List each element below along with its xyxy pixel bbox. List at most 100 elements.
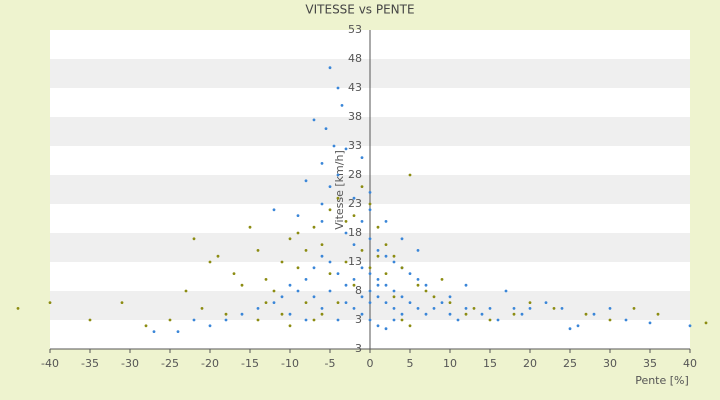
point bbox=[368, 237, 372, 241]
point bbox=[392, 254, 396, 258]
point bbox=[400, 318, 404, 322]
point bbox=[336, 318, 340, 322]
y-tick-label: 23 bbox=[348, 197, 362, 210]
point bbox=[328, 272, 332, 275]
point bbox=[416, 278, 420, 281]
point bbox=[336, 173, 340, 177]
point bbox=[376, 324, 380, 328]
x-tick-label: -25 bbox=[161, 357, 179, 370]
point bbox=[608, 318, 612, 322]
x-tick-label: 15 bbox=[483, 357, 497, 370]
x-tick-label: -40 bbox=[41, 357, 59, 370]
point bbox=[312, 318, 316, 322]
y-tick-label: 48 bbox=[348, 52, 362, 65]
point bbox=[320, 220, 324, 223]
point bbox=[296, 266, 300, 270]
point bbox=[424, 312, 428, 316]
point bbox=[400, 312, 404, 316]
point bbox=[336, 86, 340, 90]
point bbox=[332, 144, 336, 148]
point bbox=[432, 295, 436, 299]
point bbox=[232, 272, 236, 275]
point bbox=[320, 162, 324, 165]
point bbox=[400, 237, 404, 241]
point bbox=[144, 324, 148, 328]
point bbox=[320, 202, 324, 206]
point bbox=[224, 312, 228, 316]
point bbox=[464, 283, 468, 287]
y-tick-label: 18 bbox=[348, 226, 362, 239]
point bbox=[88, 318, 92, 322]
point bbox=[440, 278, 444, 281]
point bbox=[592, 312, 596, 316]
point bbox=[384, 301, 388, 304]
point bbox=[280, 260, 284, 264]
point bbox=[352, 283, 356, 287]
point bbox=[288, 324, 292, 328]
point bbox=[408, 173, 412, 177]
point bbox=[344, 301, 348, 304]
point bbox=[472, 307, 476, 310]
point bbox=[376, 278, 380, 281]
point bbox=[456, 318, 460, 322]
point bbox=[368, 318, 372, 322]
point bbox=[352, 214, 356, 218]
point bbox=[560, 307, 564, 310]
point bbox=[192, 237, 196, 241]
point bbox=[368, 301, 372, 304]
point bbox=[288, 237, 292, 241]
y-tick-label: 3 bbox=[355, 313, 362, 326]
chart-title: VITESSE vs PENTE bbox=[305, 3, 414, 17]
point bbox=[416, 249, 420, 252]
x-axis-title: Pente [%] bbox=[635, 374, 689, 387]
point bbox=[296, 231, 300, 235]
point bbox=[376, 295, 380, 299]
point bbox=[448, 295, 452, 299]
point bbox=[496, 318, 500, 322]
point bbox=[248, 225, 252, 229]
point bbox=[344, 231, 348, 235]
y-axis-title: Vitesse [km/h] bbox=[333, 150, 346, 230]
point bbox=[464, 312, 468, 316]
point bbox=[488, 307, 492, 310]
point bbox=[400, 266, 404, 270]
point bbox=[272, 301, 276, 304]
point bbox=[312, 295, 316, 299]
point bbox=[576, 324, 580, 328]
point bbox=[16, 307, 20, 310]
point bbox=[352, 243, 356, 247]
point bbox=[320, 312, 324, 316]
point bbox=[328, 260, 332, 264]
point bbox=[344, 147, 348, 151]
point bbox=[120, 301, 124, 304]
point bbox=[376, 283, 380, 287]
y-tick-label: 38 bbox=[348, 110, 362, 123]
point bbox=[632, 307, 636, 310]
point bbox=[320, 307, 324, 310]
x-tick-label: -35 bbox=[81, 357, 99, 370]
point bbox=[408, 301, 412, 304]
point bbox=[384, 243, 388, 247]
x-tick-label: 20 bbox=[523, 357, 537, 370]
x-tick-label: 25 bbox=[563, 357, 577, 370]
point bbox=[152, 330, 156, 333]
point bbox=[528, 307, 532, 310]
point bbox=[368, 202, 372, 206]
point bbox=[352, 278, 356, 281]
point bbox=[624, 318, 628, 322]
x-tick-label: -20 bbox=[201, 357, 219, 370]
point bbox=[384, 327, 388, 331]
point bbox=[176, 330, 180, 333]
point bbox=[344, 220, 348, 223]
point bbox=[320, 254, 324, 258]
point bbox=[384, 272, 388, 275]
x-tick-label: 30 bbox=[603, 357, 617, 370]
point bbox=[568, 327, 572, 331]
point bbox=[264, 301, 268, 304]
point bbox=[296, 289, 300, 293]
x-tick-label: 5 bbox=[407, 357, 414, 370]
point bbox=[256, 249, 260, 252]
point bbox=[416, 283, 420, 287]
point bbox=[192, 318, 196, 322]
